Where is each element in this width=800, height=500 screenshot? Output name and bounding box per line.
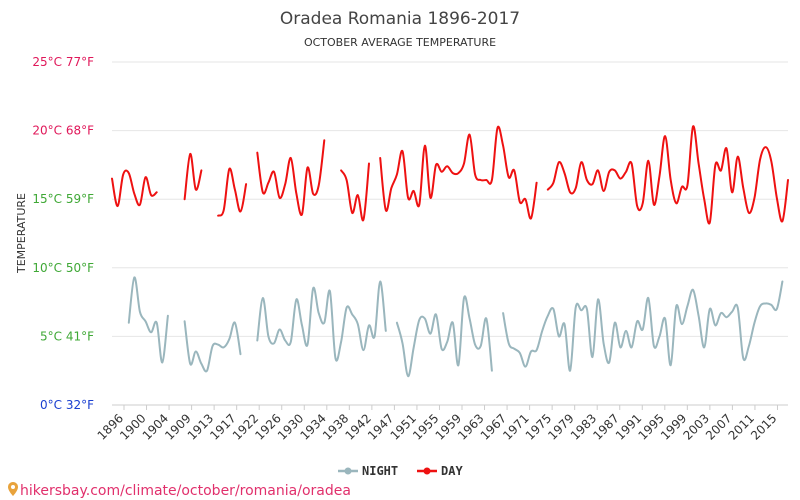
series-line-night xyxy=(256,280,387,362)
y-tick-label: 25°C 77°F xyxy=(32,55,94,69)
legend-day-marker xyxy=(423,467,431,475)
y-tick-label: 15°C 59°F xyxy=(32,192,94,206)
legend: NIGHT DAY xyxy=(338,464,463,478)
legend-night-marker xyxy=(344,467,352,475)
series-line-day xyxy=(111,169,158,208)
series-line-night xyxy=(502,280,784,372)
series-line-day xyxy=(256,139,326,217)
series-line-day xyxy=(340,162,370,222)
series-line-night xyxy=(395,295,493,378)
y-tick-label: 0°C 32°F xyxy=(40,398,94,412)
series-night xyxy=(127,276,784,378)
series-line-day xyxy=(379,125,538,220)
legend-item-night[interactable]: NIGHT xyxy=(338,464,398,478)
series-line-day xyxy=(546,125,789,225)
location-pin-icon xyxy=(8,482,18,496)
y-tick-label: 5°C 41°F xyxy=(40,329,94,343)
y-tick-label: 10°C 50°F xyxy=(32,261,94,275)
series-line-day xyxy=(217,167,248,217)
source-url: hikersbay.com/climate/october/romania/or… xyxy=(20,483,351,499)
y-tick-labels: 0°C 32°F 5°C 41°F 10°C 50°F 15°C 59°F 20°C 6… xyxy=(32,55,94,412)
legend-night-label: NIGHT xyxy=(362,464,398,478)
gridlines xyxy=(112,61,788,410)
legend-item-day[interactable]: DAY xyxy=(417,464,463,478)
series-line-night xyxy=(127,276,169,364)
chart-title: Oradea Romania 1896-2017 xyxy=(280,9,520,29)
series-line-night xyxy=(183,320,242,373)
legend-day-label: DAY xyxy=(441,464,463,478)
source-link[interactable]: hikersbay.com/climate/october/romania/or… xyxy=(8,482,351,499)
series-day xyxy=(111,125,789,225)
chart-subtitle: OCTOBER AVERAGE TEMPERATURE xyxy=(304,36,496,49)
y-tick-label: 20°C 68°F xyxy=(32,124,94,138)
y-axis-label: TEMPERATURE xyxy=(15,193,28,274)
x-tick-labels: 1896190019041909191319171922192619301934… xyxy=(95,411,780,442)
series-lines xyxy=(111,125,789,378)
series-line-day xyxy=(183,152,203,201)
x-tick-label: 2015 xyxy=(748,411,779,442)
